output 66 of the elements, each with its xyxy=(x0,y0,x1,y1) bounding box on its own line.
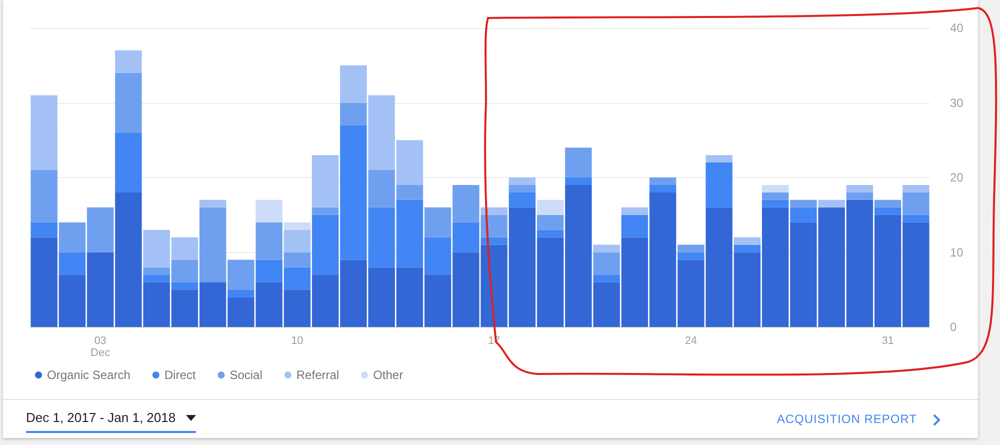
bar xyxy=(678,244,704,252)
x-tick-label: 10 xyxy=(291,335,304,347)
legend-label: Social xyxy=(230,368,262,382)
bar xyxy=(340,102,367,126)
bar xyxy=(228,290,254,298)
bar xyxy=(284,230,311,252)
bar xyxy=(536,214,564,230)
bar xyxy=(508,192,536,208)
bar xyxy=(593,274,620,282)
x-tick-label: 31 xyxy=(882,335,894,347)
bar xyxy=(621,214,648,238)
bar xyxy=(706,155,732,163)
bar xyxy=(706,162,732,208)
bar xyxy=(115,50,142,73)
bar xyxy=(734,237,761,245)
text: Dec 1, 2017 - Jan 1, 2018 xyxy=(26,410,176,425)
bar xyxy=(536,230,564,238)
bar xyxy=(565,178,592,185)
y-tick-label: 30 xyxy=(950,96,964,110)
bar xyxy=(649,184,676,192)
legend-label: Direct xyxy=(164,368,196,382)
bar xyxy=(762,184,789,192)
bar xyxy=(115,132,142,192)
bar xyxy=(846,192,874,200)
bar xyxy=(762,200,789,208)
bar xyxy=(536,200,564,215)
bar xyxy=(593,252,620,275)
bar xyxy=(790,207,817,222)
bar xyxy=(874,207,902,215)
x-tick-label: 24 xyxy=(684,335,698,347)
bar xyxy=(508,178,536,185)
bar xyxy=(902,214,930,222)
bar xyxy=(30,170,58,222)
bar xyxy=(818,200,845,208)
bar xyxy=(115,72,142,133)
bar xyxy=(30,95,58,170)
bar xyxy=(621,207,648,215)
bar xyxy=(312,155,339,208)
y-tick-label: 40 xyxy=(950,21,964,35)
bar xyxy=(312,207,339,215)
bar xyxy=(143,274,170,282)
legend-label: Referral xyxy=(296,368,340,382)
bar xyxy=(508,184,536,192)
bar xyxy=(678,252,704,260)
legend-label: Other xyxy=(373,368,404,382)
bar xyxy=(171,282,198,290)
text: ACQUISITION REPORT xyxy=(776,412,917,426)
bar xyxy=(649,178,676,185)
bar xyxy=(790,200,817,208)
y-tick-label: 10 xyxy=(950,245,964,260)
bar xyxy=(284,222,311,230)
bar xyxy=(30,222,58,238)
x-tick-label: 03 Dec xyxy=(90,335,111,359)
legend-label: Organic Search xyxy=(47,368,130,382)
bar xyxy=(199,200,226,208)
bar xyxy=(565,148,592,178)
bar xyxy=(480,207,508,215)
bar xyxy=(593,244,620,252)
y-tick-label: 20 xyxy=(950,170,964,184)
bar xyxy=(734,244,761,252)
bar xyxy=(902,184,930,192)
y-tick-label: 0 xyxy=(950,320,957,334)
bar xyxy=(58,252,86,275)
bar xyxy=(846,184,874,192)
bar xyxy=(762,192,789,200)
bar xyxy=(256,200,282,222)
